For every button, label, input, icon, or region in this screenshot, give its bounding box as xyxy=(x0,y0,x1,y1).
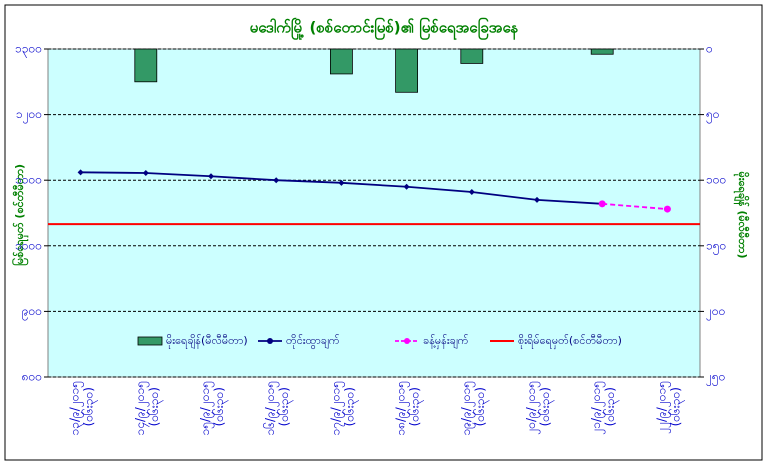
x-tick-label: ၁၉/၉/၂၀၁၅(၀၆း၃၀) xyxy=(458,381,489,435)
y2-tick-label: ၁၅၀ xyxy=(706,238,726,255)
x-tick-time: (၀၆း၃၀) xyxy=(80,387,98,426)
x-tick-date: ၁၆/၉/၂၀၁၅ xyxy=(262,381,280,435)
x-tick-label: ၂၀/၉/၂၀၁၅(၀၆း၃၀) xyxy=(524,381,555,435)
x-tick-date: ၁၅/၉/၂၀၁၅ xyxy=(198,381,215,435)
y-tick-label: ၁၁၀၀ xyxy=(15,173,42,187)
y2-axis-title: မိုးရေချိန် (မီလီမီတာ) xyxy=(733,172,750,259)
x-tick-time: (၀၆း၃၀) xyxy=(211,387,229,426)
y2-tick-label: ၅၀ xyxy=(706,107,720,124)
rain-bar xyxy=(395,48,419,93)
x-tick-date: ၁၉/၉/၂၀၁၅ xyxy=(458,381,475,435)
point xyxy=(338,179,345,186)
y-tick-label: ၈၀၀ xyxy=(22,370,42,384)
x-tick-date: ၂၁/၉/၂၀၁၅ xyxy=(589,381,606,435)
y2-tick-label: ၀ xyxy=(706,42,713,56)
legend-swatch xyxy=(137,336,163,346)
x-tick-label: ၁၅/၉/၂၀၁၅(၀၆း၃၀) xyxy=(198,381,229,435)
point xyxy=(403,183,410,190)
x-tick-date: ၂၀/၉/၂၀၁၅ xyxy=(524,381,541,435)
x-tick-label: ၁၈/၉/၂၀၁၅(၀၆း၃၀) xyxy=(393,381,424,436)
x-tick-date: ၁၈/၉/၂၀၁၅ xyxy=(393,381,410,436)
point xyxy=(77,169,84,176)
y-tick-label: ၁၃၀၀ xyxy=(15,42,42,59)
y2-tick-label: ၂၀၀ xyxy=(706,304,725,321)
line xyxy=(602,202,668,210)
x-tick-date: ၁၃/၉/၂၀၁၅ xyxy=(67,381,84,435)
x-tick-date: ၂၂/၉/၂၀၁၅ xyxy=(654,381,671,434)
point xyxy=(598,200,606,208)
legend-marker xyxy=(267,338,273,344)
rain-bar xyxy=(460,48,484,64)
legend-label: မိုးရေချိန်(မီလီမီတာ) xyxy=(166,334,248,349)
y-tick-label: ၁၀၀၀ xyxy=(15,238,42,252)
rain-bar xyxy=(329,48,353,75)
y-tick-label: ၁၂၀၀ xyxy=(16,107,42,124)
point xyxy=(534,196,540,203)
legend-label: တိုင်းထွာချက် xyxy=(286,334,340,349)
x-tick-time: (၀၆း၃၀) xyxy=(145,387,163,426)
x-tick-label: ၁၃/၉/၂၀၁၅(၀၆း၃၀) xyxy=(67,381,98,435)
x-tick-label: ၁၄/၉/၂၀၁၅(၀၆း၃၀) xyxy=(132,381,163,435)
point xyxy=(468,189,475,196)
y2-tick-label: ၁၀၀ xyxy=(706,173,726,187)
x-tick-time: (၀၆း၃၀) xyxy=(471,387,489,426)
rain-bar xyxy=(134,48,158,83)
x-tick-time: (၀၆း၃၀) xyxy=(667,387,685,426)
x-tick-date: ၁၇/၉/၂၀၁၅ xyxy=(328,381,345,435)
x-tick-label: ၁၇/၉/၂၀၁၅(၀၆း၃၀) xyxy=(328,381,359,435)
y-tick-label: ၉၀၀ xyxy=(22,304,42,321)
x-tick-time: (၀၆း၃၀) xyxy=(341,387,359,426)
point xyxy=(142,169,149,176)
plot-area xyxy=(47,48,701,378)
point xyxy=(208,173,214,180)
x-tick-time: (၀၆း၃၀) xyxy=(276,387,294,426)
y2-tick-label: ၂၅၀ xyxy=(706,370,725,387)
x-tick-date: ၁၄/၉/၂၀၁၅ xyxy=(132,381,149,435)
x-tick-time: (၀၆း၃၀) xyxy=(602,387,620,426)
y-axis-title: မြစ်ရေမှတ် (စင်တီမီတာ) xyxy=(11,164,29,266)
legend-label: ခန့်မှန်းချက် xyxy=(423,334,469,349)
legend-marker xyxy=(404,338,410,344)
point xyxy=(273,177,280,184)
legend-label: စိုးရိမ်ရေမှတ်(စင်တီမီတာ) xyxy=(518,334,622,349)
rain-bar xyxy=(590,48,614,55)
x-tick-time: (၀၆း၃၀) xyxy=(537,387,555,426)
point xyxy=(663,205,671,213)
x-tick-time: (၀၆း၃၀) xyxy=(406,387,424,426)
x-tick-label: ၂၂/၉/၂၀၁၅(၀၆း၃၀) xyxy=(654,381,685,434)
x-tick-label: ၂၁/၉/၂၀၁၅(၀၆း၃၀) xyxy=(589,381,620,435)
x-tick-label: ၁၆/၉/၂၀၁၅(၀၆း၃၀) xyxy=(262,381,294,435)
